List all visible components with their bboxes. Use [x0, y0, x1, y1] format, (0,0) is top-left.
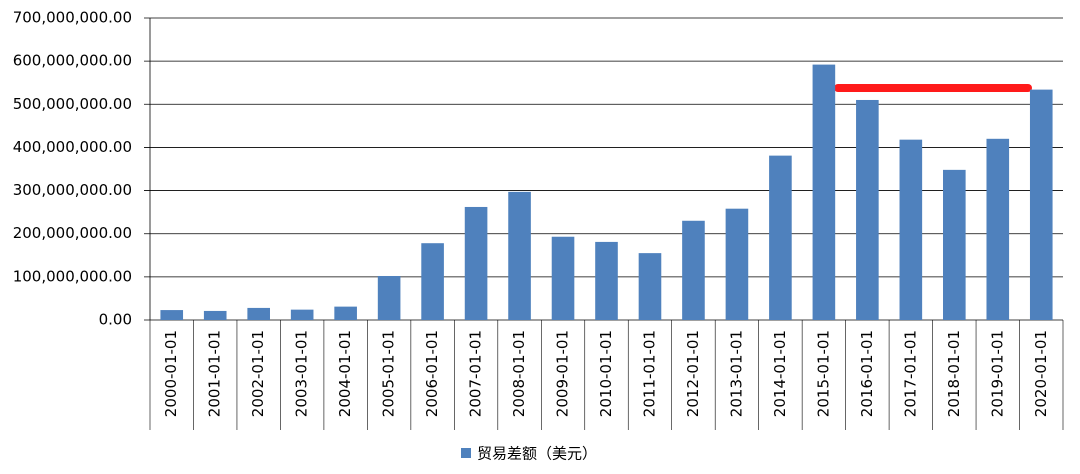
y-tick-label: 700,000,000.00 [13, 9, 132, 27]
legend-label: 贸易差额（美元） [477, 445, 597, 463]
x-tick-label: 2012-01-01 [684, 330, 702, 417]
x-tick-label: 2019-01-01 [988, 330, 1006, 417]
x-tick-label: 2001-01-01 [206, 330, 224, 417]
bar [812, 64, 836, 320]
bar [508, 191, 531, 320]
bar [160, 310, 184, 320]
bar [986, 138, 1010, 320]
bar [464, 206, 488, 320]
x-tick-label: 2018-01-01 [945, 330, 963, 417]
y-tick-label: 0.00 [99, 311, 132, 329]
bar [247, 307, 270, 320]
x-tick-label: 2002-01-01 [249, 330, 267, 417]
x-tick-label: 2005-01-01 [380, 330, 398, 417]
y-tick-label: 400,000,000.00 [13, 138, 132, 156]
bar [638, 253, 662, 320]
x-tick-label: 2020-01-01 [1032, 330, 1050, 417]
x-tick-label: 2003-01-01 [293, 330, 311, 417]
x-tick-label: 2004-01-01 [336, 330, 354, 417]
bar [682, 220, 705, 320]
bar [377, 275, 401, 320]
y-tick-label: 600,000,000.00 [13, 52, 132, 70]
x-tick-label: 2013-01-01 [727, 330, 745, 417]
bar [856, 99, 879, 320]
y-tick-label: 300,000,000.00 [13, 181, 132, 199]
x-tick-label: 2017-01-01 [901, 330, 919, 417]
x-tick-label: 2009-01-01 [554, 330, 572, 417]
bar [203, 310, 227, 320]
x-tick-label: 2011-01-01 [640, 330, 658, 417]
x-tick-label: 2010-01-01 [597, 330, 615, 417]
bar [943, 169, 966, 320]
bar [421, 243, 444, 320]
x-tick-label: 2008-01-01 [510, 330, 528, 417]
x-tick-label: 2015-01-01 [814, 330, 832, 417]
y-tick-label: 100,000,000.00 [13, 267, 132, 285]
bar [725, 208, 749, 320]
bar [551, 236, 575, 320]
x-tick-label: 2014-01-01 [771, 330, 789, 417]
y-tick-label: 200,000,000.00 [13, 224, 132, 242]
bar [769, 155, 792, 320]
x-tick-label: 2006-01-01 [423, 330, 441, 417]
y-tick-label: 500,000,000.00 [13, 95, 132, 113]
bar [334, 306, 357, 320]
x-tick-label: 2016-01-01 [858, 330, 876, 417]
bar [1029, 89, 1053, 320]
bar [290, 309, 314, 320]
bar [595, 241, 618, 320]
bar [899, 139, 923, 320]
x-tick-label: 2000-01-01 [162, 330, 180, 417]
x-tick-label: 2007-01-01 [467, 330, 485, 417]
legend-swatch [461, 448, 471, 458]
